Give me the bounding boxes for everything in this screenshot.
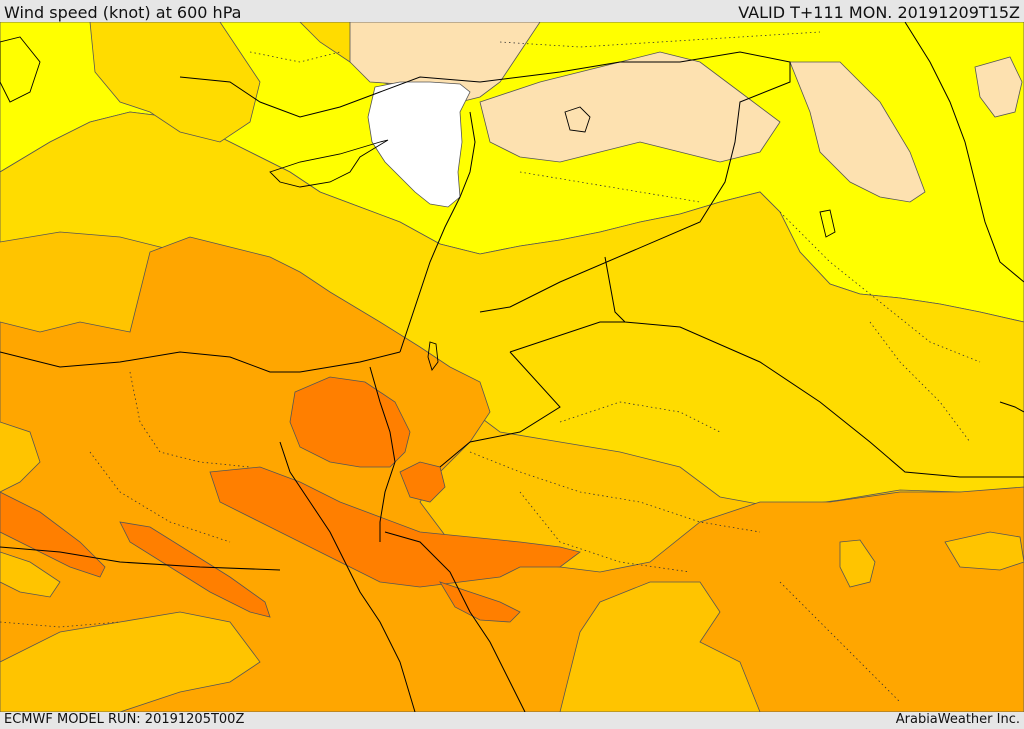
boundary-syria-iraq (604, 256, 1024, 478)
deep-orange-sinai (209, 466, 581, 588)
boundary-jordan (509, 321, 625, 353)
model-run-label: ECMWF MODEL RUN: 20191205T00Z (4, 712, 245, 727)
admin-line-saudi-2 (559, 401, 721, 433)
boundary-jordan-saudi (439, 351, 561, 468)
boundary-turkey (179, 76, 481, 118)
deep-orange-center (289, 376, 411, 468)
boundary-redsea-east (384, 531, 526, 712)
pale-region-iraq (789, 61, 926, 203)
boundary-sinai (369, 366, 396, 542)
admin-line-iraq-2 (869, 321, 971, 443)
boundary-redsea-west (279, 441, 416, 712)
orange-region (0, 236, 1024, 712)
admin-boundaries (0, 31, 981, 703)
boundary-syria-north (479, 51, 791, 313)
dead-sea-outline (427, 341, 439, 371)
admin-line-se (779, 581, 901, 703)
aegean-islands-outline (0, 36, 41, 103)
boundary-egypt-coast (0, 351, 401, 373)
pale-region-ne (974, 56, 1023, 118)
admin-line-egypt (129, 371, 251, 468)
admin-line-egypt-2 (89, 451, 231, 543)
brand-label: ArabiaWeather Inc. (895, 712, 1020, 727)
pale-region-syria (479, 51, 781, 163)
country-boundaries (0, 22, 1024, 712)
admin-line-saudi-3 (519, 491, 691, 573)
admin-line-turkey-2 (249, 51, 341, 63)
wind-speed-map (0, 22, 1024, 712)
boundary-libya-egypt (0, 546, 281, 571)
boundary-iran (904, 22, 1024, 283)
small-features (0, 36, 836, 371)
amber-island-w (0, 551, 61, 598)
header-bar: Wind speed (knot) at 600 hPa VALID T+111… (0, 0, 1024, 22)
boundary-levant (399, 111, 476, 353)
amber-island-e (944, 531, 1024, 571)
deep-orange-sw (0, 491, 106, 578)
amber-island-e2 (839, 539, 876, 588)
deep-orange-jordan (399, 461, 446, 503)
chart-title: Wind speed (knot) at 600 hPa (4, 3, 242, 22)
gold-blob-nw (89, 22, 261, 143)
deep-orange-sw2 (119, 521, 271, 618)
valid-time-label: VALID T+111 MON. 20191209T15Z (738, 3, 1020, 22)
admin-line-sw (0, 621, 121, 628)
boundary-gulf (999, 401, 1024, 413)
lake-iraq-outline (819, 209, 836, 238)
lake-outline (564, 106, 591, 133)
admin-line-syria (519, 171, 701, 203)
cyprus-outline (269, 139, 389, 188)
amber-island-se (559, 581, 761, 712)
amber-island-sw (0, 611, 261, 712)
admin-line-iraq (779, 211, 981, 363)
footer-bar: ECMWF MODEL RUN: 20191205T00Z ArabiaWeat… (0, 712, 1024, 729)
